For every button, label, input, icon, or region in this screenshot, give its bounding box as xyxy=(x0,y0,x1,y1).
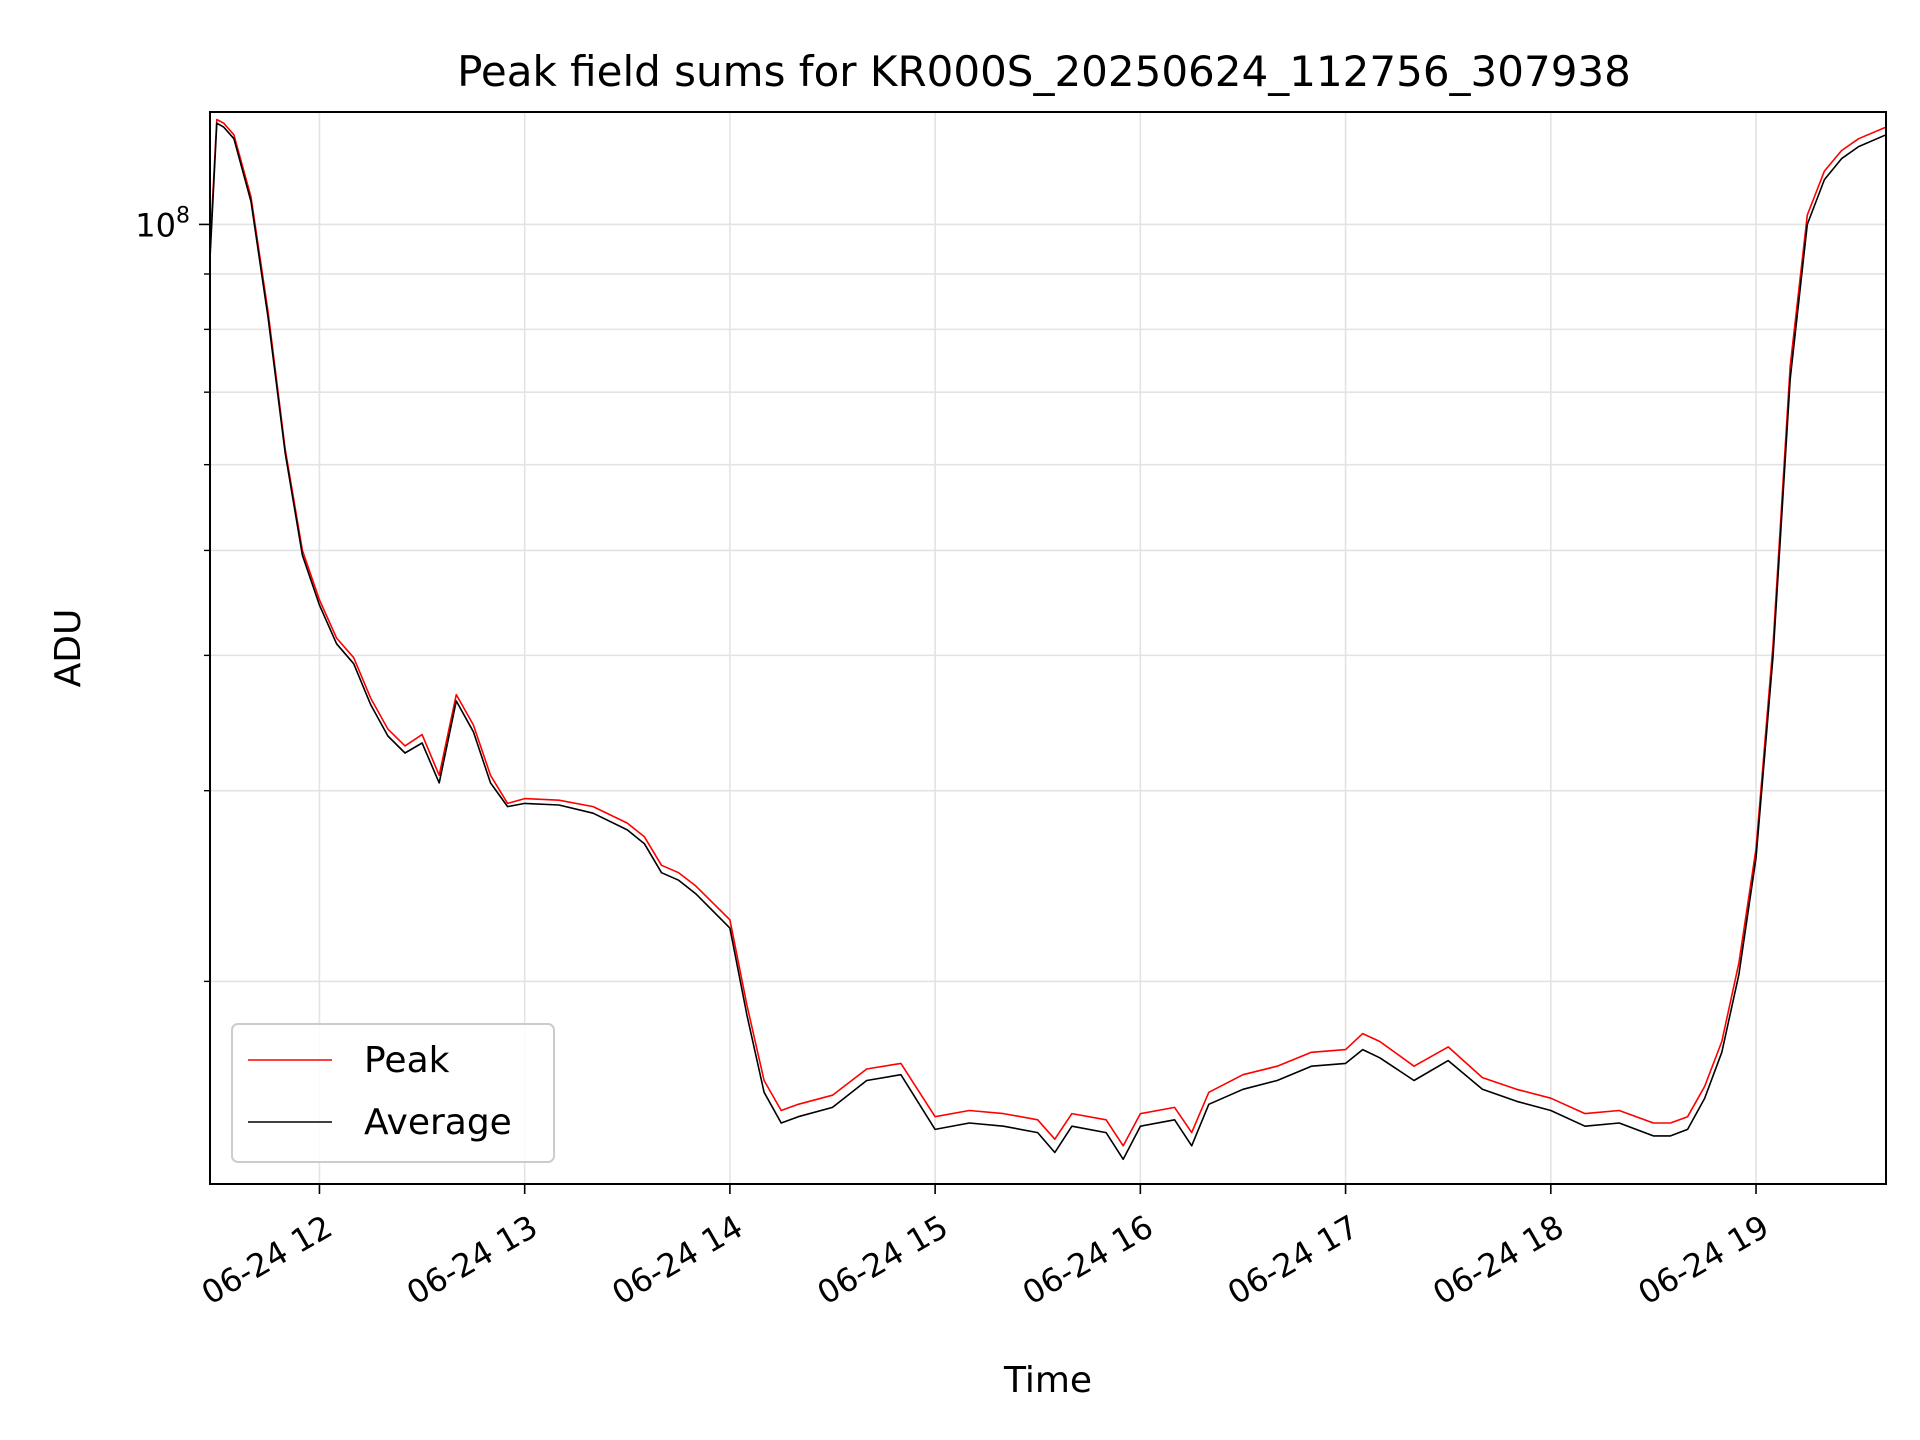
legend: Peak Average xyxy=(231,1023,555,1163)
legend-average-label: Average xyxy=(364,1102,512,1143)
grid-lines xyxy=(210,112,1886,1184)
series-lines xyxy=(209,118,1887,1161)
y-tick-label: 108 xyxy=(135,203,190,244)
x-axis-label: Time xyxy=(1003,1360,1092,1401)
chart-title: Peak field sums for KR000S_20250624_1127… xyxy=(457,47,1631,96)
series-line-average xyxy=(209,122,1887,1161)
legend-peak-label: Peak xyxy=(364,1040,450,1081)
legend-box xyxy=(231,1023,555,1163)
y-axis-label: ADU xyxy=(48,609,89,688)
plot-area-frame xyxy=(209,111,1887,1185)
series-line-peak xyxy=(209,118,1887,1147)
